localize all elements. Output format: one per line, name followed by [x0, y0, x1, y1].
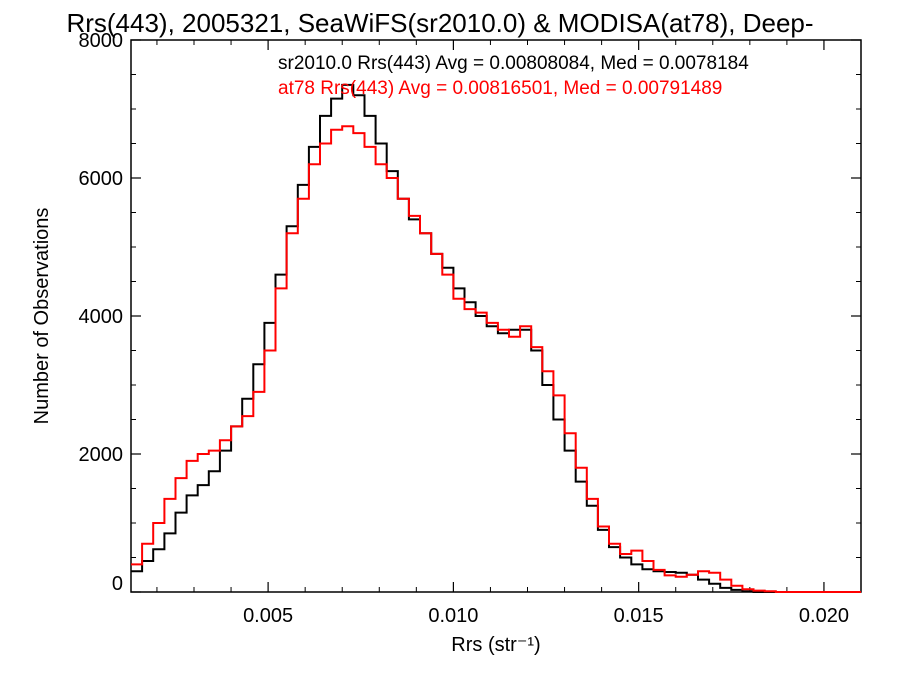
chart-title: Rrs(443), 2005321, SeaWiFS(sr2010.0) & M…: [66, 8, 813, 38]
y-axis-ticks: 0 2000 4000 6000 8000: [79, 30, 861, 595]
x-tick-label: 0.020: [799, 605, 849, 627]
legend-entry-at78: at78 Rrs(443) Avg = 0.00816501, Med = 0.…: [278, 78, 722, 99]
y-tick-label: 6000: [79, 168, 124, 190]
y-tick-label: 4000: [79, 306, 124, 328]
x-axis-ticks: 0.005 0.010 0.015 0.020: [156, 40, 849, 627]
x-axis-label: Rrs (str⁻¹): [451, 634, 540, 656]
y-tick-label: 8000: [79, 30, 124, 52]
x-tick-label: 0.015: [614, 605, 664, 627]
y-tick-label: 0: [112, 573, 123, 595]
legend-entry-sr2010: sr2010.0 Rrs(443) Avg = 0.00808084, Med …: [278, 53, 749, 74]
y-axis-label: Number of Observations: [31, 208, 53, 425]
series-line-sr2010: [131, 83, 861, 593]
x-tick-label: 0.010: [428, 605, 478, 627]
series-layer: [131, 83, 861, 593]
series-line-at78: [131, 125, 861, 593]
y-tick-label: 2000: [79, 444, 124, 466]
x-tick-label: 0.005: [243, 605, 293, 627]
